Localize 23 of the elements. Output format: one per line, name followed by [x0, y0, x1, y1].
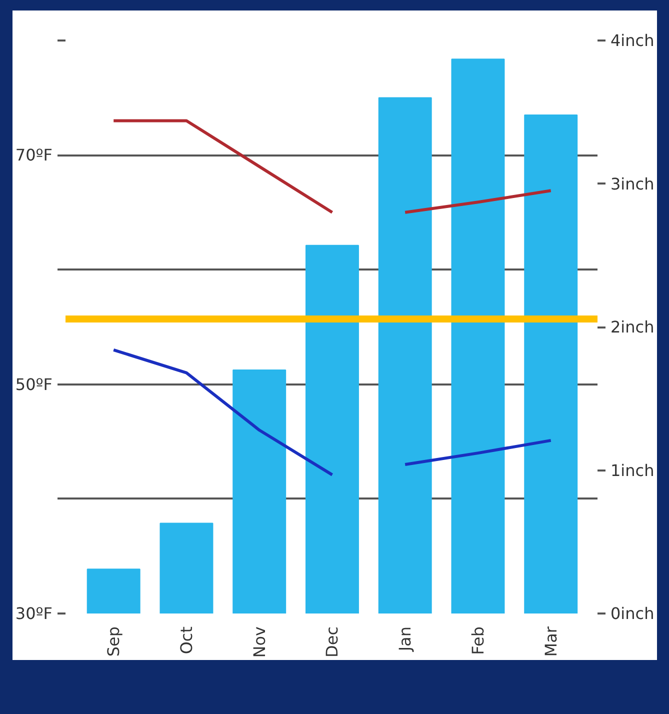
bar: [378, 97, 432, 614]
bar: [232, 369, 286, 614]
bar: [86, 568, 140, 614]
line-series: [112, 348, 334, 476]
y-tick-label: 70ºF: [15, 146, 53, 165]
x-tick-label: Feb: [468, 626, 488, 655]
y2-tick-label: 4inch: [610, 31, 654, 50]
y-tick-label: 30ºF: [15, 604, 53, 623]
x-tick-label: Mar: [541, 626, 560, 657]
x-tick-label: Jan: [396, 626, 415, 652]
x-tick-label: Sep: [104, 626, 124, 657]
x-tick-label: Oct: [176, 626, 196, 654]
bar: [160, 522, 214, 614]
x-tick-label: Dec: [322, 626, 342, 658]
y2-tick-label: 3inch: [610, 174, 654, 194]
bar: [451, 58, 505, 614]
bar: [305, 244, 359, 614]
y2-tick-label: 1inch: [610, 460, 654, 480]
y-tick-label: 50ºF: [15, 374, 53, 394]
y2-tick-label: 2inch: [610, 318, 654, 336]
bar: [524, 114, 578, 614]
y2-tick-label: 0inch: [610, 604, 654, 623]
x-tick-label: Nov: [250, 626, 269, 658]
